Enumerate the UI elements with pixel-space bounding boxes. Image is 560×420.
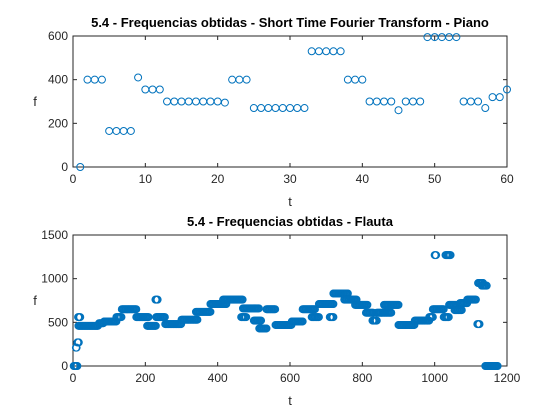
flute-y-tick-label: 1000 bbox=[41, 272, 68, 286]
flute-data-point bbox=[117, 313, 126, 322]
flute-data-point bbox=[73, 362, 82, 370]
piano-data-point bbox=[481, 104, 490, 113]
flute-chart-title: 5.4 - Frequencias obtidas - Flauta bbox=[187, 214, 394, 229]
piano-chart-title: 5.4 - Frequencias obtidas - Short Time F… bbox=[91, 15, 489, 30]
flute-data-point bbox=[262, 324, 271, 333]
piano-data-point bbox=[300, 104, 309, 113]
flute-data-point bbox=[242, 313, 251, 322]
piano-data-point bbox=[474, 97, 483, 106]
piano-data-point bbox=[242, 75, 251, 84]
piano-data-point bbox=[495, 93, 504, 102]
flute-data-point bbox=[446, 251, 455, 260]
flute-markers bbox=[69, 251, 502, 370]
flute-data-point bbox=[132, 305, 141, 314]
piano-data-point bbox=[387, 97, 396, 106]
piano-markers bbox=[76, 33, 511, 171]
piano-y-tick-label: 0 bbox=[61, 160, 68, 174]
piano-data-point bbox=[76, 163, 85, 171]
flute-data-point bbox=[471, 295, 480, 304]
piano-data-point bbox=[503, 85, 511, 94]
flute-data-point bbox=[387, 308, 396, 317]
piano-data-point bbox=[452, 33, 461, 42]
flute-x-tick-label: 1000 bbox=[421, 371, 448, 385]
flute-chart: 5.4 - Frequencias obtidas - Flauta 0 200 4… bbox=[33, 214, 520, 408]
piano-x-tick-label: 40 bbox=[356, 172, 370, 186]
flute-data-point bbox=[428, 313, 437, 322]
flute-y-tick-label: 1500 bbox=[41, 228, 68, 242]
piano-data-point bbox=[394, 106, 403, 115]
flute-plot-area bbox=[72, 234, 508, 367]
flute-data-point bbox=[329, 313, 338, 322]
flute-y-tick-label: 0 bbox=[61, 359, 68, 373]
piano-x-tick-label: 30 bbox=[283, 172, 297, 186]
flute-x-tick-label: 1200 bbox=[494, 371, 521, 385]
piano-x-tick-label: 10 bbox=[139, 172, 153, 186]
flute-data-point bbox=[372, 316, 381, 325]
piano-x-tick-label: 50 bbox=[428, 172, 442, 186]
flute-data-point bbox=[493, 362, 502, 370]
flute-x-tick-label: 200 bbox=[135, 371, 155, 385]
flute-data-point bbox=[74, 338, 83, 347]
flute-data-point bbox=[206, 307, 215, 316]
flute-y-tick-label: 500 bbox=[48, 315, 68, 329]
flute-data-point bbox=[439, 305, 448, 314]
piano-data-point bbox=[155, 85, 164, 94]
flute-x-tick-label: 400 bbox=[208, 371, 228, 385]
piano-x-tick-label: 60 bbox=[500, 172, 514, 186]
flute-data-point bbox=[394, 300, 403, 309]
piano-data-point bbox=[134, 73, 143, 82]
flute-data-point bbox=[329, 299, 338, 308]
flute-data-point bbox=[432, 251, 441, 260]
flute-ticks: 0 200 400 600 800 1000 1200 0 500 1000 1500 bbox=[41, 228, 520, 385]
flute-data-point bbox=[482, 281, 491, 290]
flute-data-point bbox=[444, 313, 453, 322]
flute-data-point bbox=[153, 295, 162, 304]
flute-data-point bbox=[271, 305, 280, 314]
flute-data-point bbox=[144, 313, 153, 322]
piano-x-tick-label: 20 bbox=[211, 172, 225, 186]
piano-data-point bbox=[126, 126, 135, 135]
piano-data-point bbox=[97, 75, 106, 84]
flute-data-point bbox=[475, 320, 484, 329]
piano-x-tick-label: 0 bbox=[70, 172, 77, 186]
flute-x-tick-label: 800 bbox=[352, 371, 372, 385]
flute-x-tick-label: 0 bbox=[70, 371, 77, 385]
flute-data-point bbox=[151, 321, 160, 330]
flute-data-point bbox=[363, 300, 372, 309]
piano-data-point bbox=[336, 47, 345, 56]
piano-y-axis-label: f bbox=[33, 94, 37, 109]
piano-y-tick-label: 400 bbox=[48, 73, 68, 87]
flute-data-point bbox=[193, 315, 202, 324]
piano-x-axis-label: t bbox=[288, 194, 292, 209]
flute-y-axis-label: f bbox=[33, 293, 37, 308]
flute-x-axis-label: t bbox=[288, 393, 292, 408]
piano-y-tick-label: 600 bbox=[48, 29, 68, 43]
piano-chart: 5.4 - Frequencias obtidas - Short Time F… bbox=[33, 15, 514, 209]
flute-data-point bbox=[298, 317, 307, 326]
flute-data-point bbox=[72, 343, 81, 352]
piano-data-point bbox=[416, 97, 425, 106]
flute-data-point bbox=[238, 295, 247, 304]
piano-y-tick-label: 200 bbox=[48, 116, 68, 130]
flute-data-point bbox=[257, 316, 266, 325]
piano-plot-area bbox=[72, 35, 508, 168]
flute-data-point bbox=[254, 304, 263, 313]
flute-x-tick-label: 600 bbox=[280, 371, 300, 385]
flute-data-point bbox=[314, 313, 323, 322]
piano-data-point bbox=[220, 98, 229, 107]
flute-data-point bbox=[310, 305, 319, 314]
piano-data-point bbox=[358, 75, 367, 84]
flute-data-point bbox=[76, 313, 85, 322]
